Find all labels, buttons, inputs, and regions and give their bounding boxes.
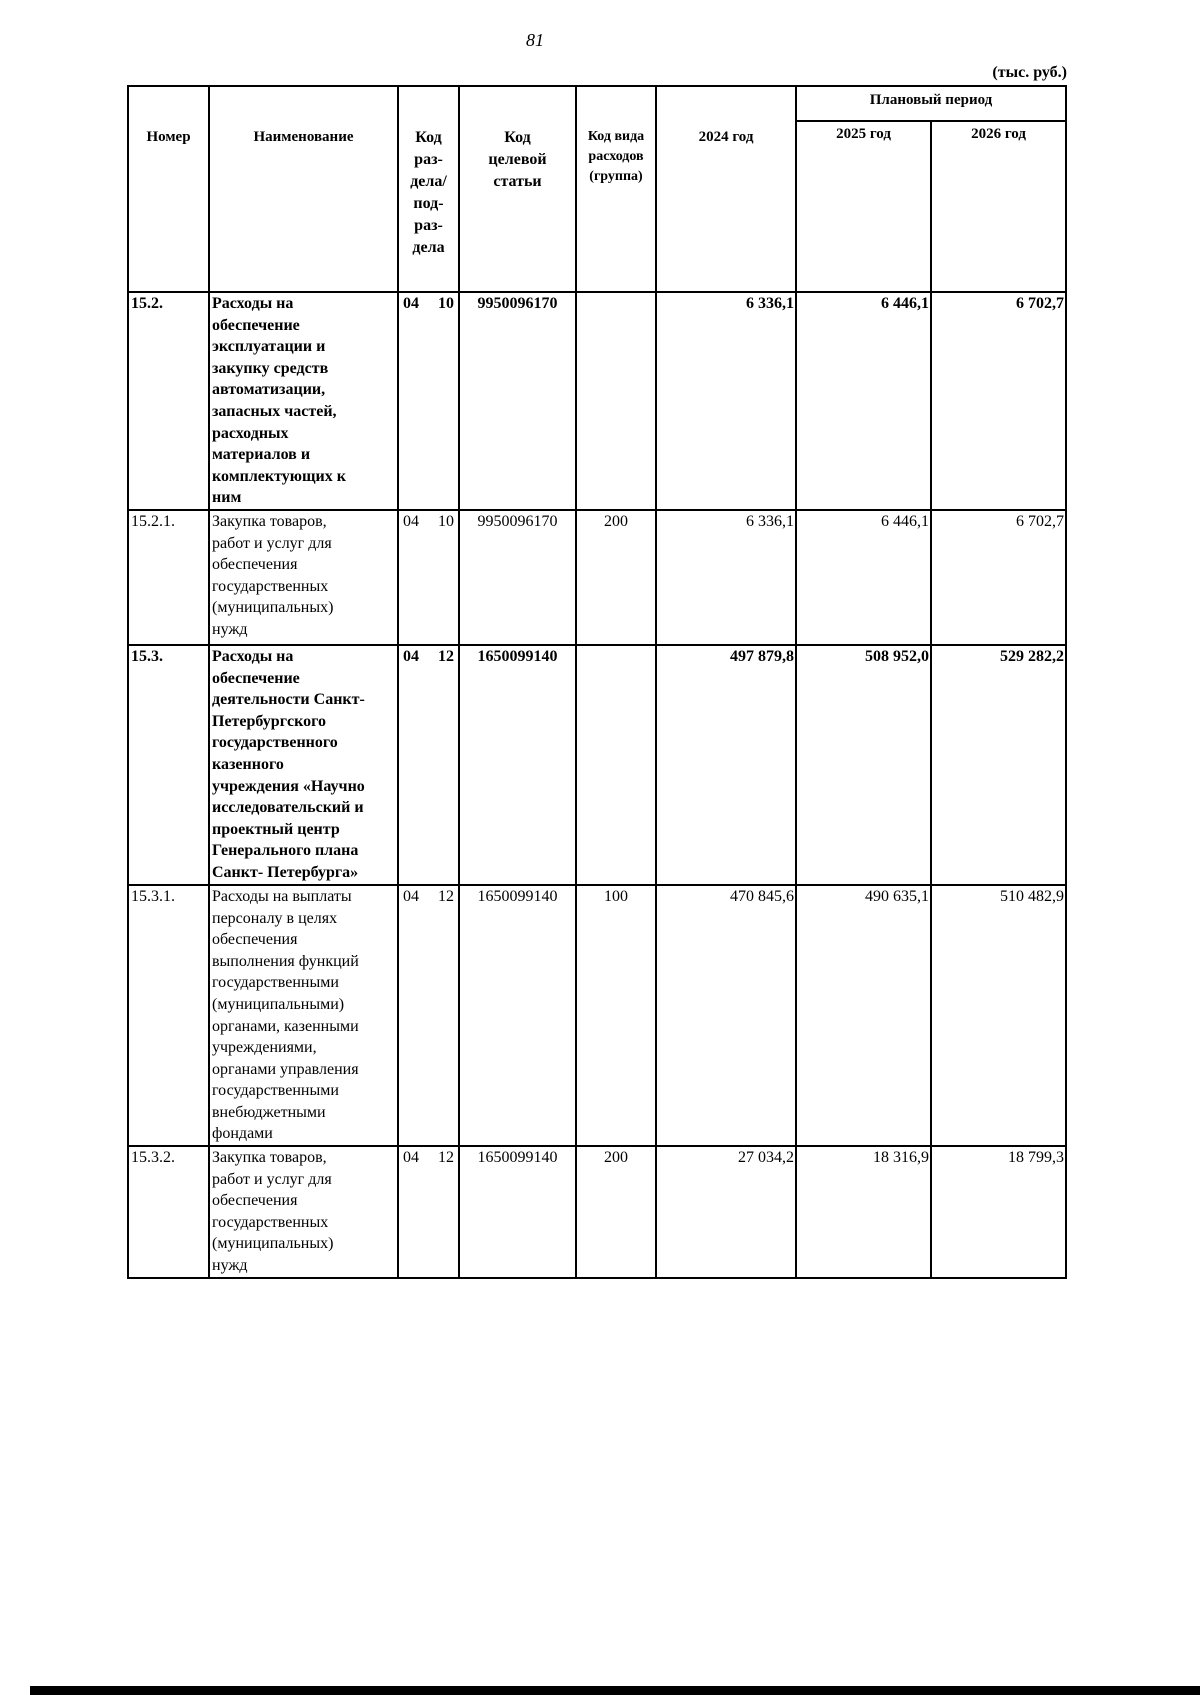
section: 04 [403,1149,419,1167]
row-section-code: 04 12 [397,1145,460,1280]
table-row: 15.3.1. Расходы на выплаты персоналу в ц… [127,883,1067,1148]
row-name: Закупка товаров, работ и услуг для обесп… [208,508,399,646]
subsection: 12 [438,887,454,905]
row-name: Расходы на обеспечение деятельности Санк… [208,643,399,886]
row-target-code: 1650099140 [458,1145,577,1280]
row-2025: 18 316,9 [795,1145,932,1280]
scan-edge-bar [30,1686,1200,1695]
row-2024: 27 034,2 [655,1145,797,1280]
row-expense-type: 200 [575,1145,657,1280]
row-2025: 490 635,1 [795,883,932,1148]
row-2025: 508 952,0 [795,643,932,886]
header-planning-period: Плановый период [795,85,1067,122]
row-2024: 6 336,1 [655,508,797,646]
row-number: 15.2. [127,291,210,511]
section: 04 [403,647,419,665]
row-section-code: 04 12 [397,643,460,886]
row-target-code: 9950096170 [458,508,577,646]
units-label: (тыс. руб.) [992,64,1067,81]
row-number: 15.2.1. [127,508,210,646]
row-2024: 470 845,6 [655,883,797,1148]
row-section-code: 04 10 [397,291,460,511]
subsection: 12 [438,647,454,665]
row-2026: 18 799,3 [930,1145,1067,1280]
row-2025: 6 446,1 [795,291,932,511]
table-row: 15.2. Расходы на обеспечение эксплуатаци… [127,291,1067,511]
header-expense-type: Код вида расходов (группа) [575,85,657,293]
row-2026: 529 282,2 [930,643,1067,886]
table-row: 15.3.2. Закупка товаров, работ и услуг д… [127,1145,1067,1280]
header-2025: 2025 год [795,120,932,293]
row-name: Расходы на обеспечение эксплуатации и за… [208,291,399,511]
subsection: 12 [438,1149,454,1167]
row-target-code: 9950096170 [458,291,577,511]
subsection: 10 [438,295,454,312]
section: 04 [403,512,419,530]
header-target-code: Код целевой статьи [458,85,577,293]
header-name: Наименование [208,85,399,293]
subsection: 10 [438,512,454,530]
budget-table: Номер Наименование Код раз- дела/ под- р… [127,85,1067,1280]
row-2025: 6 446,1 [795,508,932,646]
header-section-code: Код раз- дела/ под- раз- дела [397,85,460,293]
row-section-code: 04 12 [397,883,460,1148]
row-name: Расходы на выплаты персоналу в целях обе… [208,883,399,1148]
page-number: 81 [526,30,544,50]
row-2024: 497 879,8 [655,643,797,886]
row-target-code: 1650099140 [458,643,577,886]
row-2024: 6 336,1 [655,291,797,511]
row-name: Закупка товаров, работ и услуг для обесп… [208,1145,399,1280]
header-2026: 2026 год [930,120,1067,293]
header-2024: 2024 год [655,85,797,293]
row-expense-type [575,643,657,886]
row-expense-type [575,291,657,511]
section: 04 [403,887,419,905]
table-row: 15.2.1. Закупка товаров, работ и услуг д… [127,508,1067,646]
row-2026: 510 482,9 [930,883,1067,1148]
row-number: 15.3. [127,643,210,886]
row-expense-type: 200 [575,508,657,646]
row-2026: 6 702,7 [930,291,1067,511]
section: 04 [403,295,419,312]
row-2026: 6 702,7 [930,508,1067,646]
header-number: Номер [127,85,210,293]
table-row: 15.3. Расходы на обеспечение деятельност… [127,643,1067,886]
row-number: 15.3.2. [127,1145,210,1280]
row-target-code: 1650099140 [458,883,577,1148]
row-number: 15.3.1. [127,883,210,1148]
row-expense-type: 100 [575,883,657,1148]
row-section-code: 04 10 [397,508,460,646]
